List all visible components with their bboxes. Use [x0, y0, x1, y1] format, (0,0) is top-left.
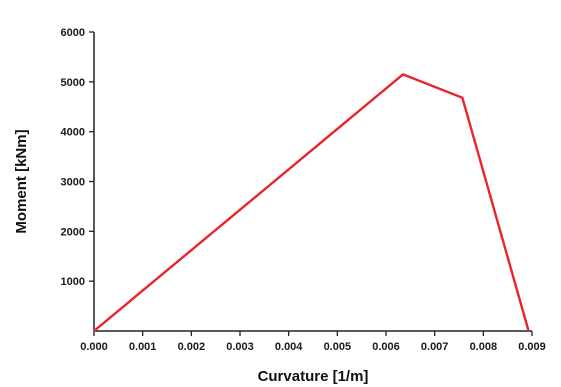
x-tick-label: 0.007 [421, 341, 449, 353]
series-line [93, 73, 530, 332]
y-tick-label: 5000 [61, 77, 85, 89]
x-ticks: 0.000 0.001 0.002 0.003 0.004 0.005 0.006 0.007… [80, 331, 546, 353]
y-axis-title: Moment [kNm] [13, 129, 30, 233]
y-tick-label: 3000 [61, 177, 85, 189]
x-tick-label: 0.000 [80, 341, 108, 353]
series-layer [93, 73, 530, 332]
x-tick-label: 0.004 [275, 341, 303, 353]
x-tick-label: 0.008 [470, 341, 498, 353]
x-tick-label: 0.006 [372, 341, 400, 353]
y-ticks: 1000 2000 3000 4000 5000 6000 [61, 27, 94, 288]
plot-area: 1000 2000 3000 4000 5000 6000 0.000 0.001 0.002… [61, 27, 546, 353]
y-tick-label: 4000 [61, 127, 85, 139]
y-tick-label: 6000 [61, 27, 85, 39]
x-tick-label: 0.003 [226, 341, 254, 353]
x-tick-label: 0.009 [518, 341, 546, 353]
x-tick-label: 0.001 [129, 341, 157, 353]
x-axis-title: Curvature [1/m] [258, 368, 369, 385]
x-tick-label: 0.005 [324, 341, 352, 353]
y-tick-label: 2000 [61, 226, 85, 238]
y-tick-label: 1000 [61, 276, 85, 288]
x-tick-label: 0.002 [178, 341, 206, 353]
